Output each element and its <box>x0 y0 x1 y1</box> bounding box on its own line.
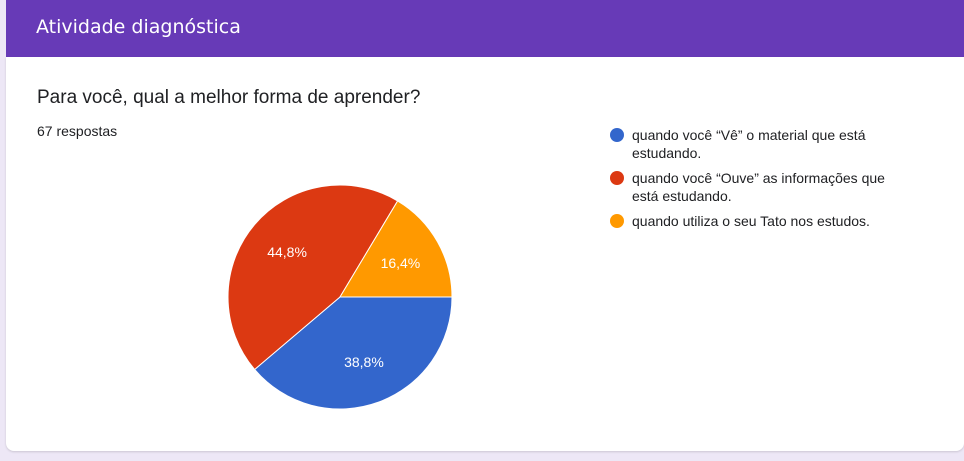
slice-value-label: 38,8% <box>344 354 384 370</box>
legend-item-ve[interactable]: quando você “Vê” o material que está est… <box>610 126 910 162</box>
legend-item-tato[interactable]: quando utiliza o seu Tato nos estudos. <box>610 212 910 230</box>
legend-item-ouve[interactable]: quando você “Ouve” as informações que es… <box>610 169 910 205</box>
form-header: Atividade diagnóstica <box>6 0 964 57</box>
legend-color-dot <box>610 171 624 185</box>
legend-color-dot <box>610 128 624 142</box>
form-title: Atividade diagnóstica <box>36 16 241 38</box>
question-title: Para você, qual a melhor forma de aprend… <box>37 87 421 108</box>
chart-legend: quando você “Vê” o material que está est… <box>610 126 910 237</box>
legend-label: quando você “Ouve” as informações que es… <box>632 170 885 204</box>
pie-slice-tato[interactable] <box>339 200 453 298</box>
response-count: 67 respostas <box>37 123 118 139</box>
legend-label: quando você “Vê” o material que está est… <box>632 127 866 161</box>
legend-color-dot <box>610 214 624 228</box>
pie-slice-ve[interactable] <box>253 296 453 410</box>
legend-label: quando utiliza o seu Tato nos estudos. <box>632 213 870 229</box>
question-summary-card: Para você, qual a melhor forma de aprend… <box>6 57 964 451</box>
slice-value-label: 44,8% <box>267 244 307 260</box>
slice-value-label: 16,4% <box>381 255 421 271</box>
pie-slice-ouve[interactable] <box>227 184 399 371</box>
